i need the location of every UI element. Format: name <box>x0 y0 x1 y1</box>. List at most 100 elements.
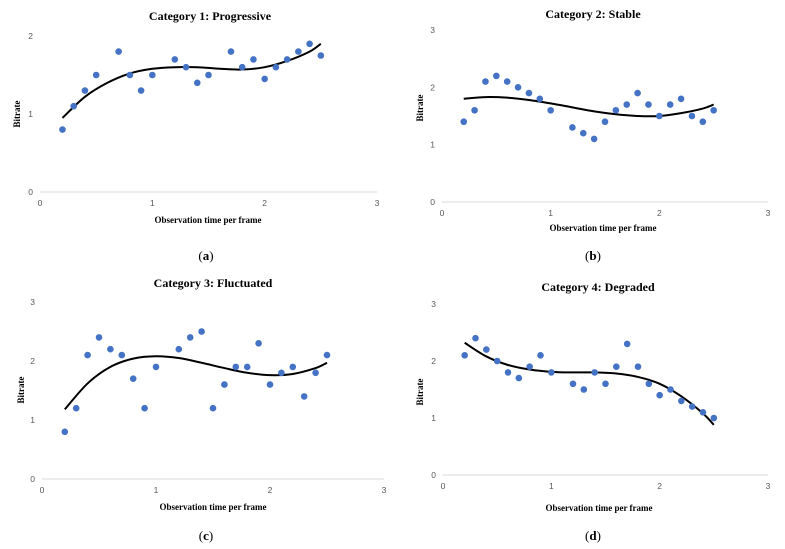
chart-title-a: Category 1: Progressive <box>149 9 272 23</box>
data-point-a <box>250 56 257 63</box>
data-point-b <box>493 72 500 80</box>
x-tick-label-d: 1 <box>549 481 554 491</box>
data-point-d <box>645 380 653 388</box>
data-point-c <box>118 351 126 359</box>
data-point-d <box>493 357 501 365</box>
data-point-a <box>149 71 156 79</box>
data-point-b <box>656 112 663 120</box>
data-point-a <box>92 71 100 79</box>
data-point-d <box>504 369 512 376</box>
data-point-d <box>688 403 696 410</box>
trendline-d <box>464 341 715 426</box>
caption-letter-a: a <box>203 248 210 263</box>
data-point-d <box>526 363 533 371</box>
data-point-c <box>312 369 319 377</box>
data-point-d <box>656 391 663 399</box>
data-point-a <box>182 63 190 71</box>
y-tick-label-b: 0 <box>430 197 435 207</box>
data-point-b <box>503 78 511 85</box>
data-point-a <box>295 48 302 55</box>
data-point-b <box>536 95 544 103</box>
data-point-a <box>126 71 134 79</box>
data-point-b <box>471 106 478 114</box>
data-point-d <box>537 352 544 359</box>
data-point-b <box>645 101 652 108</box>
data-point-c <box>141 404 148 412</box>
data-point-d <box>623 340 631 348</box>
data-point-b <box>612 106 620 114</box>
data-point-d <box>472 334 479 342</box>
data-point-a <box>283 56 291 63</box>
chart-title-b: Category 2: Stable <box>545 7 641 21</box>
y-tick-label-a: 0 <box>28 187 33 197</box>
chart-area-a: 0 1 2 3 0 1 2 <box>28 31 379 208</box>
x-tick-label-b: 2 <box>657 208 662 218</box>
y-axis-label-b: Bitrate <box>415 95 425 122</box>
data-point-b <box>569 124 576 131</box>
x-tick-label-b: 3 <box>766 208 771 218</box>
chart-area-b: 0 1 2 3 0 1 2 3 <box>430 25 770 218</box>
data-point-c <box>186 334 194 341</box>
data-point-b <box>699 118 707 126</box>
x-axis-label-d: Observation time per frame <box>545 503 652 513</box>
data-point-c <box>266 381 274 388</box>
data-point-c <box>84 351 91 359</box>
y-tick-label-c: 2 <box>30 356 35 366</box>
data-point-d <box>710 414 718 422</box>
data-point-c <box>129 375 137 383</box>
x-tick-label-c: 3 <box>382 485 387 495</box>
data-point-d <box>613 363 620 371</box>
data-point-b <box>688 112 696 120</box>
chart-area-c: 0 1 2 3 0 1 2 3 <box>30 297 386 495</box>
data-point-b <box>460 118 468 126</box>
caption-b: (b) <box>585 248 601 263</box>
data-point-c <box>278 369 285 377</box>
y-tick-label-a: 2 <box>28 31 33 41</box>
x-tick-label-d: 0 <box>441 481 446 491</box>
y-tick-label-c: 0 <box>30 474 35 484</box>
data-point-b <box>710 106 717 114</box>
x-tick-label-d: 2 <box>657 481 662 491</box>
chart-panel-c: Category 3: Fluctuated 0 1 2 3 0 1 2 3 Observat… <box>16 276 387 543</box>
data-point-c <box>61 428 69 436</box>
data-point-b <box>547 106 554 114</box>
chart-title-c: Category 3: Fluctuated <box>154 276 273 290</box>
data-point-d <box>569 380 577 388</box>
data-point-a <box>238 63 246 71</box>
y-tick-label-c: 1 <box>30 415 35 425</box>
data-point-c <box>175 345 183 353</box>
data-point-b <box>666 101 674 108</box>
data-point-c <box>107 345 114 353</box>
y-tick-label-d: 0 <box>431 470 436 480</box>
data-point-a <box>205 71 212 79</box>
data-point-d <box>548 369 555 376</box>
y-tick-label-d: 3 <box>431 299 436 309</box>
x-tick-label-d: 3 <box>766 481 771 491</box>
x-axis-label-a: Observation time per frame <box>154 215 261 225</box>
data-point-b <box>482 78 489 85</box>
chart-title-d: Category 4: Degraded <box>541 280 655 294</box>
caption-letter-d: d <box>589 528 597 543</box>
x-axis-label-b: Observation time per frame <box>549 223 656 233</box>
caption-d: (d) <box>585 528 601 543</box>
data-point-c <box>289 363 297 371</box>
data-point-b <box>514 84 522 91</box>
x-tick-label-b: 0 <box>440 208 445 218</box>
trendline-b <box>463 96 715 118</box>
data-point-a <box>317 52 325 59</box>
data-point-b <box>601 118 609 126</box>
y-tick-label-b: 1 <box>430 140 435 150</box>
data-point-d <box>461 352 468 359</box>
chart-panel-b: Category 2: Stable 0 1 2 3 0 1 2 3 Observation … <box>415 7 771 263</box>
y-axis-label-d: Bitrate <box>415 379 425 406</box>
data-point-d <box>699 409 707 416</box>
data-point-c <box>198 328 205 335</box>
caption-a: (a) <box>198 248 213 263</box>
y-tick-label-c: 3 <box>30 297 35 307</box>
data-point-d <box>667 386 674 393</box>
data-point-a <box>272 63 280 71</box>
y-axis-label-a: Bitrate <box>12 101 22 128</box>
data-point-c <box>300 393 308 400</box>
x-tick-label-c: 2 <box>268 485 273 495</box>
